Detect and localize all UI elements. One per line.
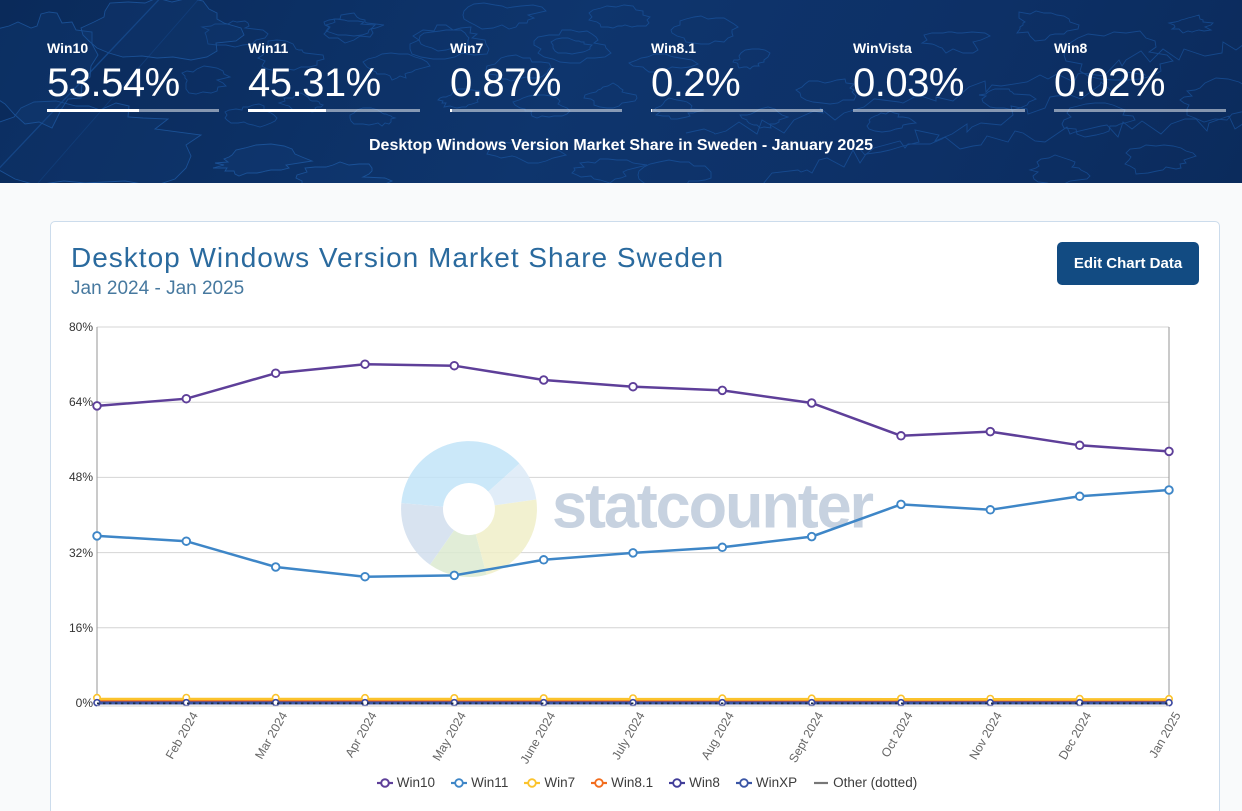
svg-text:Mar 2024: Mar 2024: [252, 709, 290, 761]
svg-text:July 2024: July 2024: [609, 709, 648, 762]
svg-text:Oct 2024: Oct 2024: [879, 709, 916, 759]
svg-text:80%: 80%: [69, 320, 93, 334]
svg-text:Feb 2024: Feb 2024: [163, 709, 201, 761]
svg-text:0%: 0%: [76, 696, 94, 710]
svg-text:Nov 2024: Nov 2024: [966, 709, 1005, 762]
svg-text:Dec 2024: Dec 2024: [1056, 709, 1095, 762]
svg-text:32%: 32%: [69, 546, 93, 560]
svg-text:statcounter: statcounter: [552, 472, 874, 542]
svg-text:Aug 2024: Aug 2024: [698, 709, 737, 762]
svg-text:May 2024: May 2024: [430, 709, 469, 763]
svg-text:June 2024: June 2024: [517, 709, 558, 766]
svg-text:16%: 16%: [69, 621, 93, 635]
svg-text:Apr 2024: Apr 2024: [343, 709, 380, 759]
svg-text:64%: 64%: [69, 395, 93, 409]
svg-text:Jan 2025: Jan 2025: [1146, 709, 1184, 760]
svg-text:Sept 2024: Sept 2024: [786, 709, 826, 765]
svg-text:48%: 48%: [69, 470, 93, 484]
